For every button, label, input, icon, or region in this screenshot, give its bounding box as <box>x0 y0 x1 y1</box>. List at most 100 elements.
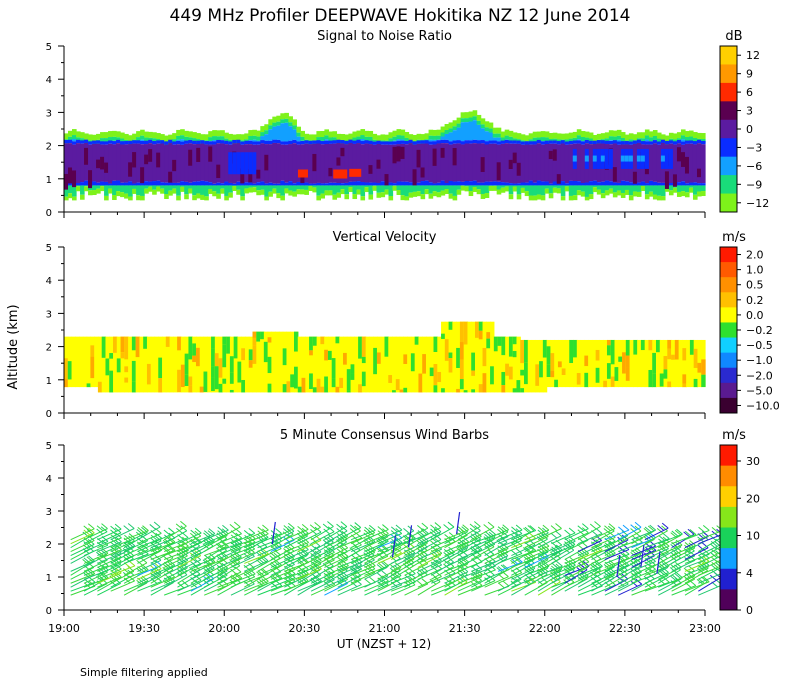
barb-shaft <box>564 569 588 584</box>
barb-flag <box>604 525 611 532</box>
barb-shaft <box>257 571 282 584</box>
snr-cell <box>316 185 321 196</box>
snr-cell <box>300 144 305 183</box>
snr-cell <box>392 141 398 145</box>
barb-shaft <box>417 531 442 545</box>
barb-shaft <box>658 546 682 560</box>
snr-cell <box>620 185 626 193</box>
vv-cell <box>105 358 110 376</box>
barb-flag <box>309 543 316 549</box>
snr-cell <box>132 188 137 194</box>
barb-shaft <box>390 584 416 596</box>
snr-cell <box>608 181 614 186</box>
vv-cell <box>226 336 231 354</box>
vv-cell <box>561 368 567 375</box>
barb-flag <box>273 552 281 559</box>
snr-cell <box>520 144 526 183</box>
barb-flag <box>350 554 358 561</box>
barb-shaft <box>417 564 442 576</box>
vv-cell <box>463 390 469 393</box>
vv-cell <box>659 339 665 388</box>
barb-flag <box>273 560 281 567</box>
snr-cell <box>436 129 442 136</box>
barb-flag <box>658 534 665 541</box>
snr-cell <box>300 182 305 186</box>
barb-flag <box>550 525 558 532</box>
snr-cell <box>100 181 105 186</box>
snr-cell <box>260 140 265 144</box>
snr-cell <box>460 118 466 123</box>
snr-cell <box>200 140 205 144</box>
snr-cell <box>224 181 229 186</box>
colorbar-unit: m/s <box>722 428 746 443</box>
snr-cell <box>500 187 506 193</box>
snr-cell <box>416 149 422 168</box>
vv-cell <box>252 331 257 338</box>
vv-cell <box>599 339 604 388</box>
vv-cell <box>516 336 521 393</box>
barb-shaft <box>324 583 348 596</box>
vv-cell <box>554 339 559 388</box>
vv-cell <box>674 339 680 360</box>
y-tick-label: 4 <box>46 474 52 485</box>
snr-cell <box>308 134 313 141</box>
snr-cell <box>196 140 201 145</box>
vv-cell <box>531 339 536 393</box>
barb-flag <box>669 567 677 573</box>
snr-cell <box>608 136 614 141</box>
barb-flag <box>710 540 718 547</box>
snr-cell <box>80 194 85 200</box>
colorbar-segment <box>720 445 737 467</box>
barb-flag <box>364 526 372 533</box>
barb-shaft <box>591 547 615 560</box>
snr-cell <box>260 189 265 195</box>
vv-cell <box>143 336 148 349</box>
barb-flag <box>649 524 657 531</box>
barb-flag <box>377 546 385 553</box>
vv-cell <box>478 330 484 340</box>
barb-flag <box>390 575 397 582</box>
vv-cell <box>211 377 216 391</box>
barb-flag <box>395 524 403 531</box>
snr-cell <box>644 183 650 186</box>
snr-cell <box>696 191 702 197</box>
barb-shaft <box>497 583 522 596</box>
snr-cell <box>568 140 574 145</box>
snr-cell <box>72 144 77 183</box>
barb-flag <box>230 534 238 541</box>
snr-cell <box>349 168 362 177</box>
snr-cell <box>564 185 570 187</box>
barb-shaft <box>270 580 296 592</box>
snr-cell <box>440 185 446 191</box>
snr-cell <box>668 190 674 196</box>
snr-cell <box>228 152 233 175</box>
snr-cell <box>600 185 606 194</box>
colorbar-label: −12 <box>746 197 769 210</box>
vv-cell <box>64 379 69 388</box>
snr-cell <box>172 133 177 140</box>
snr-cell <box>700 191 706 197</box>
barb-shaft <box>83 540 109 553</box>
colorbar-segment <box>720 486 737 508</box>
snr-cell <box>692 141 698 145</box>
snr-cell <box>308 144 313 184</box>
snr-cell <box>356 136 362 141</box>
snr-cell <box>120 138 125 143</box>
snr-cell <box>88 190 93 196</box>
snr-cell <box>400 143 406 182</box>
snr-cell <box>436 192 442 198</box>
snr-cell <box>340 189 346 195</box>
barb-flag <box>522 547 530 553</box>
barb-shaft <box>497 540 522 553</box>
barb-flag <box>510 537 518 543</box>
snr-cell <box>572 140 578 144</box>
snr-cell <box>664 135 670 142</box>
barb-flag <box>377 562 385 569</box>
snr-cell <box>220 183 225 186</box>
snr-cell <box>568 132 574 139</box>
snr-cell <box>304 143 309 183</box>
vv-cell <box>595 367 601 383</box>
barb-shaft <box>577 579 602 592</box>
vv-cell <box>384 336 389 393</box>
snr-cell <box>680 129 686 136</box>
